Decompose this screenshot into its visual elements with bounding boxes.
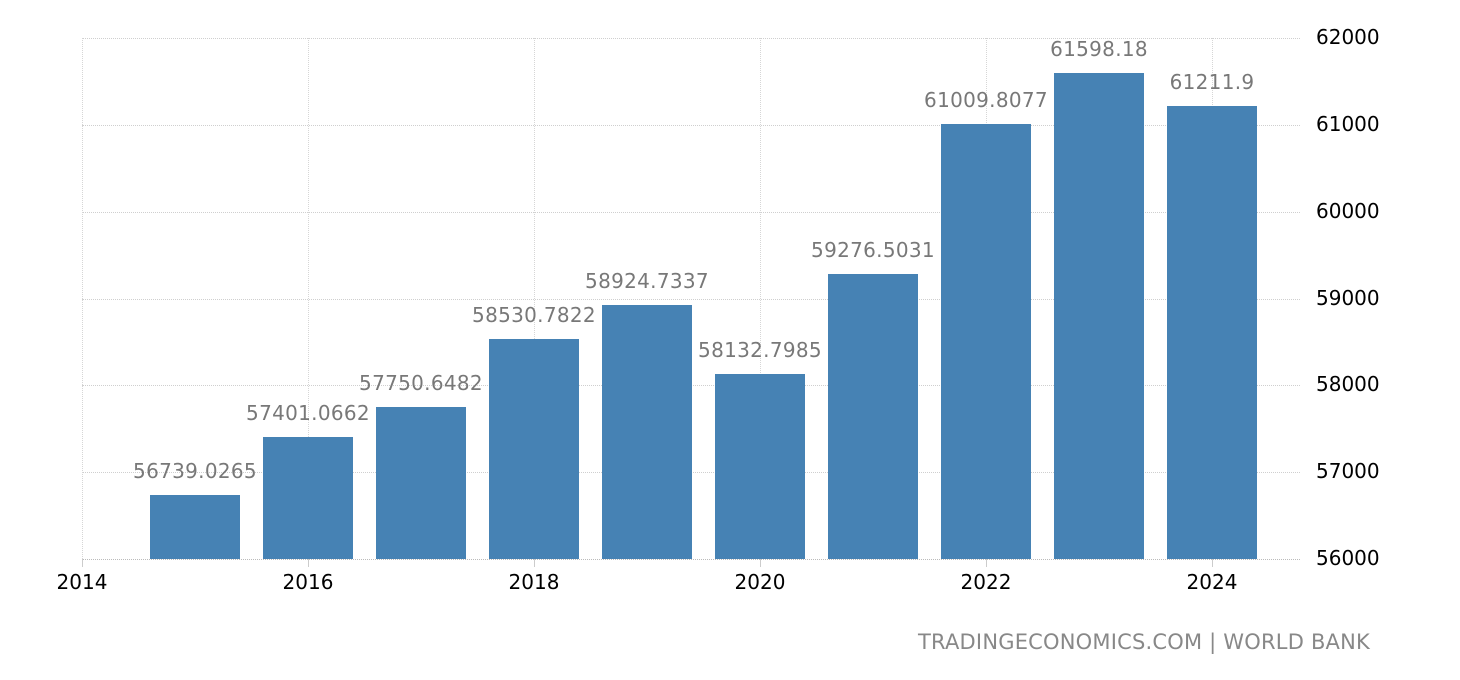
x-tick-label: 2022: [960, 570, 1012, 594]
bar-2016[interactable]: [263, 437, 353, 559]
gridline-horizontal: [82, 125, 1300, 126]
bar-value-label: 57750.6482: [359, 371, 483, 395]
bar-value-label: 58132.7985: [698, 338, 822, 362]
x-tick-mark: [1212, 559, 1213, 567]
x-tick-mark: [760, 559, 761, 567]
gridline-vertical: [534, 38, 535, 559]
x-tick-label: 2014: [56, 570, 108, 594]
gridline-horizontal: [82, 38, 1300, 39]
bar-2022[interactable]: [941, 124, 1031, 559]
bar-value-label: 58530.7822: [472, 303, 596, 327]
y-tick-label: 56000: [1316, 546, 1380, 570]
bar-value-label: 61598.18: [1050, 37, 1148, 61]
y-tick-label: 57000: [1316, 459, 1380, 483]
y-tick-label: 62000: [1316, 25, 1380, 49]
gridline-horizontal: [82, 299, 1300, 300]
x-tick-label: 2020: [734, 570, 786, 594]
x-tick-label: 2016: [282, 570, 334, 594]
x-tick-mark: [534, 559, 535, 567]
bar-2018[interactable]: [489, 339, 579, 559]
x-tick-mark: [986, 559, 987, 567]
bar-2017[interactable]: [376, 407, 466, 559]
gridline-vertical: [308, 38, 309, 559]
bar-2023[interactable]: [1054, 73, 1144, 559]
x-tick-label: 2018: [508, 570, 560, 594]
bar-value-label: 58924.7337: [585, 269, 709, 293]
x-tick-mark: [82, 559, 83, 567]
y-tick-label: 60000: [1316, 199, 1380, 223]
bar-2015[interactable]: [150, 495, 240, 559]
source-attribution: TRADINGECONOMICS.COM | WORLD BANK: [918, 630, 1370, 654]
gridline-vertical: [82, 38, 83, 559]
x-tick-label: 2024: [1186, 570, 1238, 594]
gridline-vertical: [760, 38, 761, 559]
bar-2024[interactable]: [1167, 106, 1257, 559]
gridline-horizontal: [82, 212, 1300, 213]
bar-value-label: 59276.5031: [811, 238, 935, 262]
y-tick-label: 58000: [1316, 372, 1380, 396]
y-tick-label: 61000: [1316, 112, 1380, 136]
x-tick-mark: [308, 559, 309, 567]
bar-value-label: 61211.9: [1169, 70, 1255, 94]
x-axis-line: [82, 559, 1300, 560]
bar-value-label: 61009.8077: [924, 88, 1048, 112]
bar-2021[interactable]: [828, 274, 918, 559]
bar-value-label: 56739.0265: [133, 459, 257, 483]
bar-2020[interactable]: [715, 374, 805, 559]
bar-value-label: 57401.0662: [246, 401, 370, 425]
y-tick-label: 59000: [1316, 286, 1380, 310]
bar-2019[interactable]: [602, 305, 692, 559]
